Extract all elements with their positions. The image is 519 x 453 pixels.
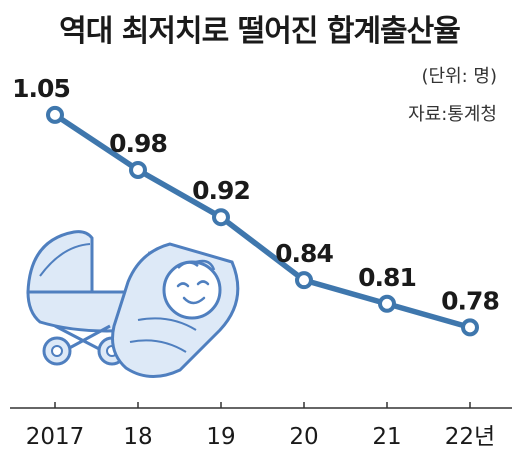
data-point: [129, 160, 147, 179]
x-tick-label: 20: [289, 424, 318, 450]
source-label: 자료:통계청: [408, 104, 497, 125]
series-line-group: [52, 112, 473, 331]
data-point: [295, 271, 313, 290]
unit-label: (단위: 명): [421, 66, 497, 87]
data-point: [212, 208, 230, 227]
baby-and-stroller-icon: [26, 230, 240, 378]
baby-hair: [177, 259, 216, 271]
baby-eyes: [176, 280, 210, 288]
data-point: [378, 294, 396, 313]
swaddled-baby-icon: [111, 242, 240, 378]
x-tick-label: 19: [206, 424, 235, 450]
stroller-hood: [26, 230, 94, 294]
x-tick-label: 18: [123, 424, 152, 450]
x-tick-label: 22년: [445, 424, 495, 450]
stroller-hood-rib: [39, 243, 91, 277]
data-label: 0.78: [441, 286, 499, 315]
chart-title: 역대 최저치로 떨어진 합계출산율: [59, 14, 461, 49]
blanket-folds: [129, 317, 197, 353]
data-point: [461, 318, 479, 337]
baby-mouth: [182, 296, 206, 305]
series-line: [52, 112, 473, 331]
x-axis: 2017 18 19 20 21 22년: [10, 402, 512, 450]
data-label: 0.92: [192, 176, 250, 205]
data-label: 0.98: [109, 129, 167, 158]
x-tick-label: 21: [372, 424, 401, 450]
baby-face: [162, 260, 222, 320]
data-label: 0.81: [358, 263, 416, 292]
data-point: [46, 105, 64, 124]
data-label: 0.84: [275, 239, 333, 268]
stroller-hub-left: [51, 345, 63, 357]
data-label: 1.05: [12, 74, 70, 103]
data-labels-group: 1.05 0.98 0.92 0.84 0.81 0.78: [12, 74, 500, 316]
markers-group: [46, 105, 479, 337]
x-tick-label: 2017: [26, 424, 85, 450]
